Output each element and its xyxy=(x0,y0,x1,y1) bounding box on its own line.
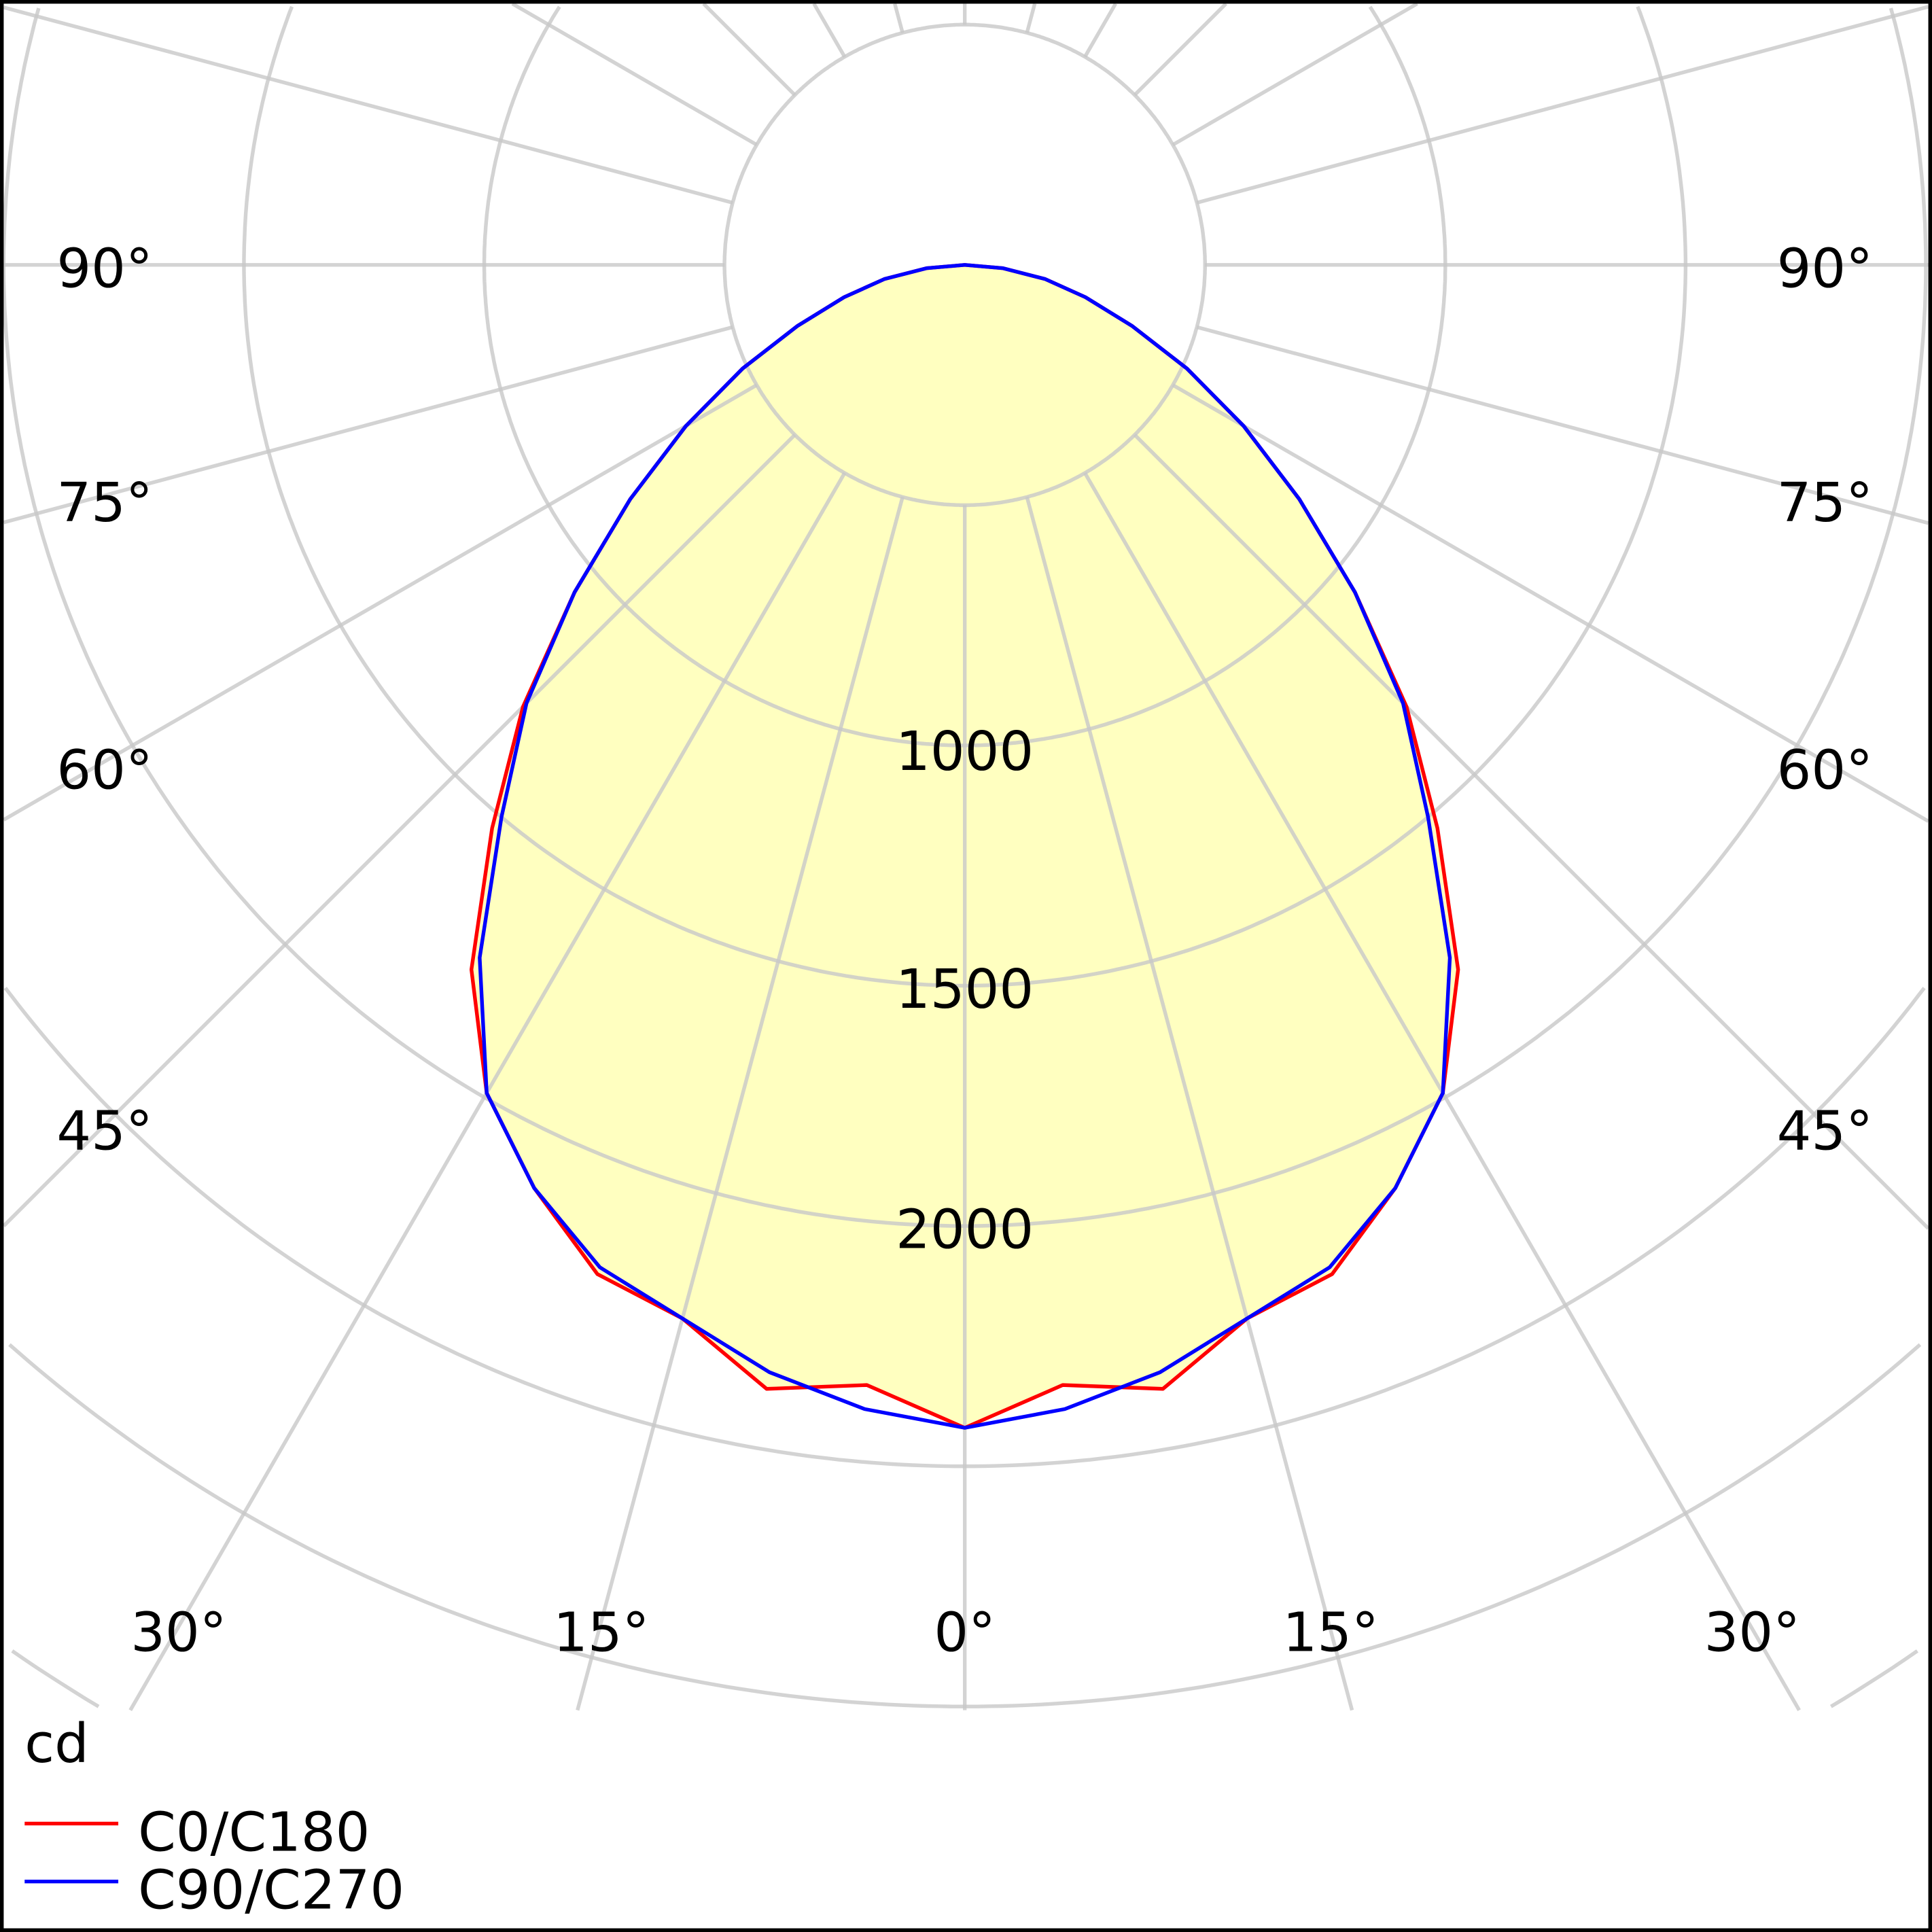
radial-tick-label: 1000 xyxy=(896,720,1034,783)
grid-spoke xyxy=(1133,2,1227,96)
angle-label-bottom-15-right: 15° xyxy=(1282,1601,1378,1664)
grid-ring xyxy=(964,987,1926,1469)
grid-spoke xyxy=(2,433,796,1227)
angle-label-bottom-30-right: 30° xyxy=(1704,1601,1800,1664)
grid-ring xyxy=(11,1649,100,1708)
angle-label-right-90: 90° xyxy=(1777,236,1873,300)
grid-spoke xyxy=(1025,3,1037,34)
angle-label-left-90: 90° xyxy=(56,236,152,300)
grid-spoke xyxy=(3,5,733,205)
angle-label-bottom-0: 0° xyxy=(934,1601,996,1664)
grid-spoke xyxy=(1025,496,1354,1711)
grid-ring xyxy=(964,7,1928,1228)
angle-label-bottom-30-left: 30° xyxy=(130,1601,226,1664)
radial-tick-label: 2000 xyxy=(896,1198,1034,1261)
angle-label-left-75: 75° xyxy=(56,471,152,534)
legend-label-c90: C90/C270 xyxy=(138,1859,404,1922)
angle-label-left-60: 60° xyxy=(56,738,152,801)
grid-ring xyxy=(242,5,965,988)
angle-label-left-45: 45° xyxy=(56,1100,152,1163)
grid-ring xyxy=(1829,1649,1918,1708)
grid-spoke xyxy=(1172,2,1418,147)
angle-label-right-45: 45° xyxy=(1777,1100,1873,1163)
grid-spoke xyxy=(1172,383,1929,823)
grid-ring xyxy=(964,5,1688,988)
grid-spoke xyxy=(576,496,904,1711)
radial-tick-label: 1500 xyxy=(896,958,1034,1021)
grid-ring xyxy=(964,5,1447,748)
grid-spoke xyxy=(812,3,847,58)
grid-spoke xyxy=(511,2,758,147)
grid-ring xyxy=(8,1343,965,1708)
angle-label-bottom-15-left: 15° xyxy=(553,1601,649,1664)
grid-spoke xyxy=(1083,3,1117,58)
grid-spoke xyxy=(1133,433,1930,1230)
grid-spoke xyxy=(3,383,758,822)
legend-label-c0: C0/C180 xyxy=(138,1800,370,1863)
grid-ring xyxy=(964,1343,1922,1708)
grid-spoke xyxy=(1196,5,1929,205)
angle-label-right-75: 75° xyxy=(1777,471,1873,534)
grid-spoke xyxy=(702,2,796,96)
angle-label-right-60: 60° xyxy=(1777,738,1873,801)
grid-ring xyxy=(1,7,965,1228)
grid-spoke xyxy=(893,3,904,34)
grid-ring xyxy=(3,987,965,1469)
grid-spoke xyxy=(1196,325,1929,525)
grid-ring xyxy=(482,5,965,748)
unit-label: cd xyxy=(24,1712,89,1775)
grid-spoke xyxy=(3,325,733,525)
series-curve-c90-c270 xyxy=(478,263,1452,1430)
